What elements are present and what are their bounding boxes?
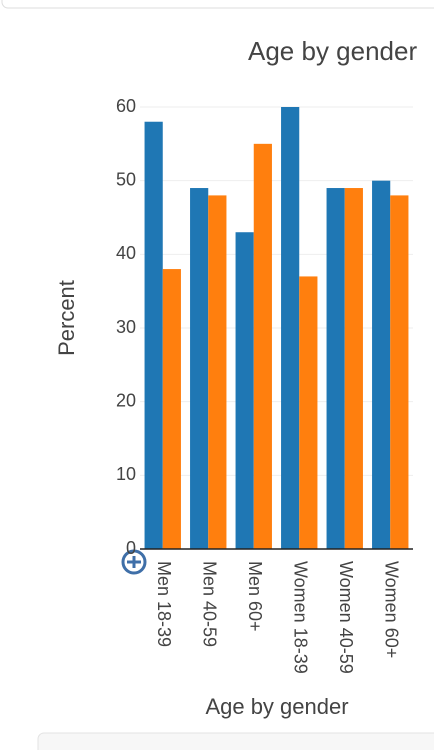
- bar: [190, 188, 209, 550]
- x-tick-label: Women 40-59: [336, 561, 356, 674]
- bar: [208, 195, 227, 549]
- bar: [162, 269, 181, 549]
- bar: [390, 195, 409, 549]
- bottom-panel: [37, 732, 434, 750]
- x-tick-label: Men 18-39: [154, 561, 174, 647]
- top-panel: [1, 0, 434, 9]
- y-tick-label: 10: [116, 464, 136, 484]
- bar: [253, 143, 272, 550]
- x-tick-label: Men 40-59: [200, 561, 220, 647]
- x-tick-label: Men 60+: [245, 561, 265, 632]
- x-tick-label: Women 60+: [382, 561, 402, 658]
- bar: [235, 232, 254, 549]
- bar: [144, 121, 163, 549]
- y-tick-label: 50: [116, 169, 136, 189]
- bar: [281, 107, 300, 549]
- y-tick-label: 60: [116, 96, 136, 116]
- y-axis-label: Percent: [54, 280, 79, 356]
- y-tick-label: 0: [126, 538, 136, 558]
- y-tick-label: 30: [116, 317, 136, 337]
- plotly-logo[interactable]: [121, 549, 147, 575]
- x-axis-label: Age by gender: [205, 694, 348, 719]
- y-tick-label: 40: [116, 243, 136, 263]
- chart-title: Age by gender: [248, 36, 417, 66]
- bar: [344, 188, 363, 550]
- bar: [372, 180, 391, 549]
- bar: [326, 188, 345, 550]
- y-tick-label: 20: [116, 390, 136, 410]
- x-tick-label: Women 18-39: [291, 561, 311, 674]
- bar: [299, 276, 318, 549]
